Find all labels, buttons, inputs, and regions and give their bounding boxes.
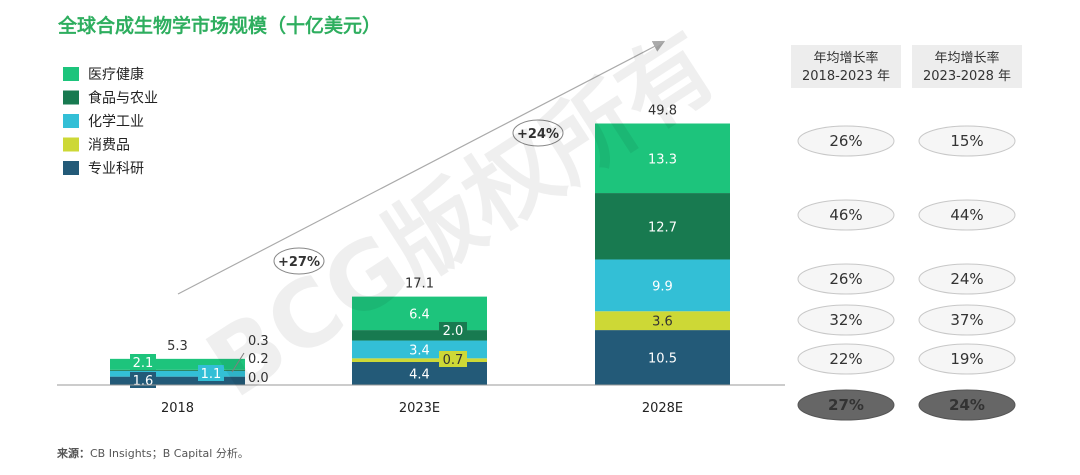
legend-swatch	[63, 161, 79, 175]
bar-segment	[352, 358, 487, 362]
total-label: 17.1	[405, 277, 434, 292]
cagr-pill	[797, 263, 895, 295]
bar-segment	[595, 193, 730, 260]
legend-swatch	[63, 67, 79, 81]
cagr-header-bg	[912, 45, 1022, 88]
cagr-pill	[918, 199, 1016, 231]
data-label: 3.6	[652, 315, 673, 330]
cagr-pill	[797, 199, 895, 231]
cagr-pill	[797, 125, 895, 157]
source-note: 来源：CB Insights；B Capital 分析。	[56, 446, 249, 460]
cagr-pill	[797, 389, 895, 421]
cagr-value: 24%	[949, 396, 985, 414]
cagr-value: 22%	[829, 350, 862, 368]
bar-segment	[110, 370, 245, 377]
cagr-pill	[918, 125, 1016, 157]
data-label: 6.4	[409, 307, 430, 322]
legend-label: 食品与农业	[88, 90, 158, 107]
growth-label: +24%	[517, 127, 559, 142]
bar-segment	[110, 358, 245, 370]
data-label: 10.5	[648, 352, 677, 367]
data-label-box	[130, 372, 156, 388]
bar-segment	[352, 330, 487, 341]
bar-segment	[110, 376, 245, 385]
cagr-value: 19%	[950, 350, 983, 368]
data-label: 1.1	[201, 367, 222, 382]
cagr-header-line1: 年均增长率	[934, 50, 999, 66]
bar-segment	[352, 361, 487, 385]
growth-pill	[273, 247, 325, 275]
cagr-pill	[918, 389, 1016, 421]
callout-label: 0.2	[248, 352, 269, 367]
cagr-header-bg	[791, 45, 901, 88]
data-label-box	[130, 354, 156, 370]
bar-segment	[595, 330, 730, 385]
x-tick-label: 2028E	[642, 401, 683, 416]
source-text: CB Insights；B Capital 分析。	[90, 446, 249, 460]
legend-label: 医疗健康	[88, 66, 144, 83]
data-label-box	[439, 351, 467, 367]
callout-label: 0.3	[248, 334, 269, 349]
legend-swatch	[63, 114, 79, 128]
bar-segment	[595, 259, 730, 312]
cagr-pill	[918, 263, 1016, 295]
total-label: 5.3	[167, 339, 188, 354]
bar-segment	[110, 369, 245, 371]
x-tick-label: 2023E	[399, 401, 440, 416]
cagr-pill	[918, 304, 1016, 336]
cagr-value: 26%	[829, 270, 862, 288]
cagr-value: 32%	[829, 311, 862, 329]
legend-swatch	[63, 90, 79, 105]
bar-segment	[595, 123, 730, 194]
cagr-pill	[797, 304, 895, 336]
data-label: 2.0	[443, 324, 464, 339]
total-label: 49.8	[648, 104, 677, 119]
cagr-value: 15%	[950, 132, 983, 150]
data-label: 9.9	[652, 279, 673, 294]
legend-label: 专业科研	[88, 161, 144, 177]
growth-pill	[512, 119, 564, 147]
cagr-value: 27%	[828, 396, 864, 414]
data-label: 2.1	[133, 356, 154, 371]
data-label: 13.3	[648, 152, 677, 167]
cagr-pill	[797, 343, 895, 375]
callout-line	[231, 352, 245, 373]
cagr-value: 46%	[829, 206, 862, 224]
data-label: 3.4	[409, 343, 430, 358]
bars: 5.3 1.6 2.1 1.1 0.3 0.2 0.0 17.1 4.4 0.7 3.4 2.0 6.4…	[110, 104, 730, 389]
cagr-value: 26%	[829, 132, 862, 150]
cagr-header-line2: 2018-2023 年	[802, 69, 890, 84]
data-label-box	[439, 322, 467, 338]
cagr-value: 37%	[950, 311, 983, 329]
cagr-header-line2: 2023-2028 年	[923, 69, 1011, 84]
growth-label: +27%	[278, 255, 320, 270]
cagr-pill	[918, 343, 1016, 375]
x-tick-label: 2018	[161, 401, 194, 416]
callout-label: 0.0	[248, 371, 269, 386]
bar-segment	[595, 311, 730, 331]
legend-label: 化学工业	[88, 114, 144, 130]
source-label: 来源：	[56, 446, 90, 460]
growth-arrows: +27% +24%	[177, 40, 666, 295]
data-label: 4.4	[409, 367, 430, 382]
legend-label: 消费品	[88, 138, 130, 154]
cagr-header-line1: 年均增长率	[813, 50, 878, 66]
data-label-box	[198, 365, 224, 381]
x-axis: 2018 2023E 2028E	[57, 384, 785, 416]
growth-arrow-line	[177, 40, 666, 295]
chart-title: 全球合成生物学市场规模（十亿美元）	[57, 14, 381, 37]
cagr-value: 24%	[950, 270, 983, 288]
cagr-value: 44%	[950, 206, 983, 224]
legend-swatch	[63, 137, 79, 152]
data-label: 0.7	[443, 353, 464, 368]
data-label: 12.7	[648, 220, 677, 235]
data-label: 1.6	[133, 374, 154, 389]
